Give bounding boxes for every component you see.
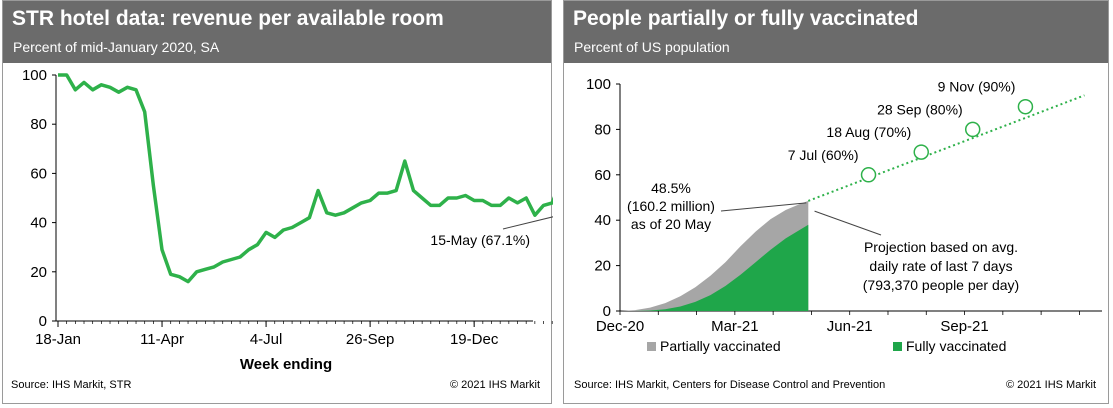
projection-note-line: (793,370 people per day) <box>863 277 1019 293</box>
milestone-marker <box>860 167 877 183</box>
fully-vaccinated-area <box>620 224 809 311</box>
milestone-marker <box>964 121 981 138</box>
revpar-series-line <box>58 73 553 284</box>
legend-label-full: Fully vaccinated <box>906 338 1006 354</box>
chart-subtitle: Percent of mid-January 2020, SA <box>13 39 220 55</box>
y-tick-label: 40 <box>594 212 611 229</box>
y-tick-label: 40 <box>30 215 47 232</box>
vaccination-area-chart: 0 20 40 60 80 100 Dec-20 Mar-21 Jun-21 Sep-21 7 Ju… <box>586 76 1102 354</box>
milestone-marker <box>913 144 929 160</box>
x-tick-label: Dec-20 <box>596 318 644 335</box>
y-tick-label: 100 <box>22 67 47 84</box>
current-callout-line: as of 20 May <box>631 216 711 232</box>
callout-leader-line <box>720 202 807 212</box>
legend-swatch-partial <box>647 342 656 351</box>
revpar-chart-panel: STR hotel data: revenue per available ro… <box>2 0 553 404</box>
projection-note-line: Projection based on avg. <box>864 239 1018 255</box>
projection-line <box>807 94 1085 202</box>
chart-header: STR hotel data: revenue per available ro… <box>3 1 551 63</box>
milestone-label: 18 Aug (70%) <box>826 124 911 140</box>
x-tick-label: Sep-21 <box>940 318 988 335</box>
chart-title: STR hotel data: revenue per available ro… <box>12 7 444 30</box>
x-tick-label: 4-Jul <box>250 331 283 348</box>
x-tick-label: 18-Jan <box>35 331 81 348</box>
current-callout-line: (160.2 million) <box>627 198 715 214</box>
x-tick-label: 11-Apr <box>140 331 184 348</box>
y-tick-label: 60 <box>30 165 47 182</box>
chart-copyright: © 2021 IHS Markit <box>449 379 540 391</box>
y-tick-label: 0 <box>603 303 611 320</box>
y-tick-label: 80 <box>30 116 47 133</box>
chart-source: Source: IHS Markit, STR <box>11 379 132 391</box>
chart-subtitle: Percent of US population <box>574 39 730 55</box>
x-tick-label: 19-Dec <box>450 331 499 348</box>
y-tick-label: 20 <box>30 264 47 281</box>
x-tick-label: 26-Sep <box>346 331 394 348</box>
chart-source: Source: IHS Markit, Centers for Disease … <box>574 379 886 391</box>
x-tick-label: Jun-21 <box>827 318 873 335</box>
revpar-line-chart: 0 20 40 60 80 100 18-Jan 11-Apr 4-Jul 26-Sep 19-De… <box>22 67 553 373</box>
legend-label-partial: Partially vaccinated <box>660 338 781 354</box>
y-tick-label: 0 <box>39 313 47 330</box>
annotation-leader-line <box>502 216 553 230</box>
x-tick-label: Mar-21 <box>711 318 759 335</box>
projection-note-line: daily rate of last 7 days <box>869 258 1012 274</box>
milestone-label: 9 Nov (90%) <box>938 79 1016 95</box>
chart-header: People partially or fully vaccinated Per… <box>564 1 1108 63</box>
current-callout-line: 48.5% <box>651 180 691 196</box>
y-tick-label: 100 <box>586 76 611 93</box>
milestone-label: 7 Jul (60%) <box>788 147 859 163</box>
vaccination-chart-panel: People partially or fully vaccinated Per… <box>563 0 1109 404</box>
y-tick-label: 20 <box>594 258 611 275</box>
chart-copyright: © 2021 IHS Markit <box>1005 379 1096 391</box>
y-tick-label: 80 <box>594 121 611 138</box>
y-tick-label: 60 <box>594 167 611 184</box>
legend-swatch-full <box>893 342 902 351</box>
chart-title: People partially or fully vaccinated <box>573 7 919 30</box>
milestone-label: 28 Sep (80%) <box>877 101 963 117</box>
milestone-marker <box>1017 98 1034 115</box>
projection-leader-line <box>814 210 882 236</box>
x-axis-title: Week ending <box>240 356 332 373</box>
annotation-label: 15-May (67.1%) <box>430 232 530 248</box>
